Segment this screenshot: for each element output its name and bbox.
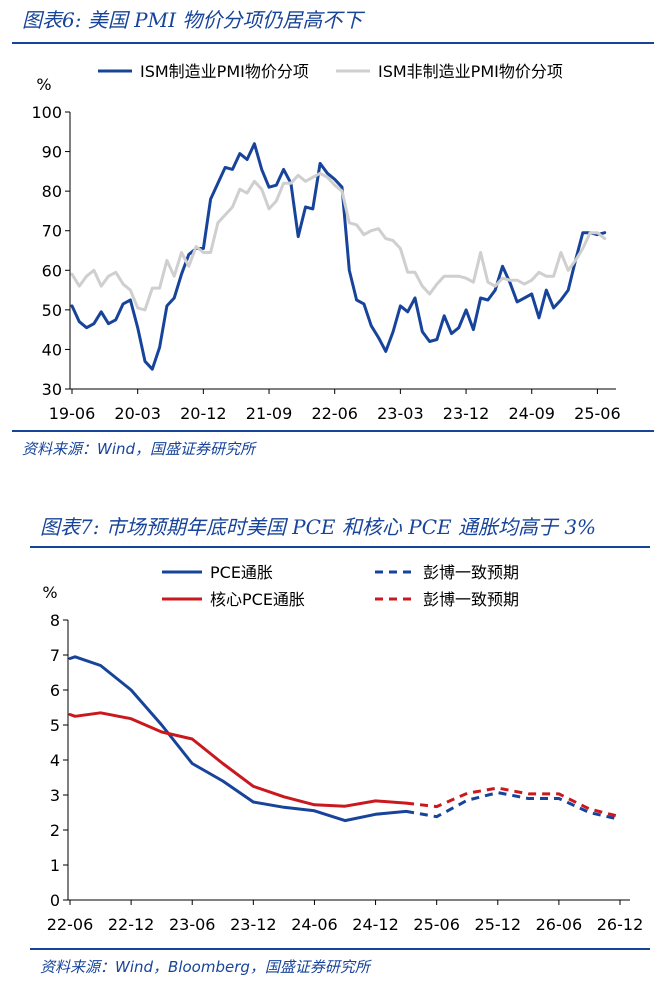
pmi-price-chart: 30 40 50 60 70 80 90 100% 19-06 20-03 20-12 21-09 22… xyxy=(31,62,621,423)
legend-label-0: PCE通胀 xyxy=(210,563,273,582)
series-line-2 xyxy=(68,711,408,808)
y-axis-unit: % xyxy=(36,75,51,94)
figure6-title: 图表6: 美国 PMI 物价分项仍居高不下 xyxy=(22,8,363,32)
pce-inflation-chart: 0 1 2 3 4 5 6 7 8% 22-06 22-12 23-06 23-12 24-06 24-12… xyxy=(42,563,644,934)
y-axis-unit: % xyxy=(42,583,57,602)
series-line-0 xyxy=(70,142,607,371)
figure6-source: 资料来源：Wind，国盛证券研究所 xyxy=(22,440,256,458)
x-tick-label: 25-06 xyxy=(574,404,621,423)
y-tick-label: 2 xyxy=(50,821,60,840)
x-tick-label: 23-12 xyxy=(443,404,490,423)
x-tick-label: 21-09 xyxy=(246,404,293,423)
legend-label-0: ISM制造业PMI物价分项 xyxy=(140,62,309,81)
y-tick-label: 7 xyxy=(50,646,60,665)
series-line-3 xyxy=(405,786,621,819)
legend-label-2: 彭博一致预期 xyxy=(423,563,519,582)
y-tick-label: 3 xyxy=(50,786,60,805)
y-tick-label: 1 xyxy=(50,856,60,875)
figure7-title-rule xyxy=(30,546,650,548)
figure6-source-rule xyxy=(12,430,654,432)
y-tick-label: 90 xyxy=(42,143,62,162)
x-tick-label: 25-06 xyxy=(413,915,460,934)
y-tick-label: 8 xyxy=(50,611,60,630)
x-tick-label: 20-12 xyxy=(180,404,227,423)
x-tick-label: 19-06 xyxy=(49,404,96,423)
x-tick-label: 20-03 xyxy=(114,404,161,423)
x-tick-label: 22-06 xyxy=(47,915,94,934)
x-tick-label: 25-12 xyxy=(475,915,522,934)
y-tick-label: 60 xyxy=(42,261,62,280)
figure7-title: 图表7: 市场预期年底时美国 PCE 和核心 PCE 通胀均高于 3% xyxy=(40,515,597,539)
x-tick-label: 26-06 xyxy=(536,915,583,934)
x-tick-label: 22-06 xyxy=(311,404,358,423)
y-tick-label: 40 xyxy=(42,340,62,359)
x-tick-label: 24-06 xyxy=(291,915,338,934)
x-tick-label: 24-09 xyxy=(508,404,555,423)
y-tick-label: 0 xyxy=(50,891,60,910)
y-tick-label: 70 xyxy=(42,222,62,241)
y-tick-label: 30 xyxy=(42,380,62,399)
x-tick-label: 24-12 xyxy=(352,915,399,934)
x-tick-label: 26-12 xyxy=(597,915,644,934)
x-tick-label: 23-06 xyxy=(169,915,216,934)
legend-label-1: ISM非制造业PMI物价分项 xyxy=(378,62,563,81)
y-tick-label: 50 xyxy=(42,301,62,320)
y-tick-label: 5 xyxy=(50,716,60,735)
figure7-source-rule xyxy=(30,948,650,950)
x-tick-label: 23-12 xyxy=(230,915,277,934)
legend-label-3: 彭博一致预期 xyxy=(423,590,519,609)
y-tick-label: 100 xyxy=(31,103,62,122)
y-tick-label: 80 xyxy=(42,182,62,201)
series-line-0 xyxy=(68,655,408,823)
series-line-1 xyxy=(405,791,621,821)
y-tick-label: 4 xyxy=(50,751,60,770)
y-tick-label: 6 xyxy=(50,681,60,700)
series-line-1 xyxy=(70,171,607,312)
x-tick-label: 23-03 xyxy=(377,404,424,423)
x-tick-label: 22-12 xyxy=(108,915,155,934)
figure6-title-rule xyxy=(12,42,654,44)
legend-label-1: 核心PCE通胀 xyxy=(210,590,305,609)
figure7-source: 资料来源：Wind，Bloomberg，国盛证券研究所 xyxy=(40,958,370,976)
